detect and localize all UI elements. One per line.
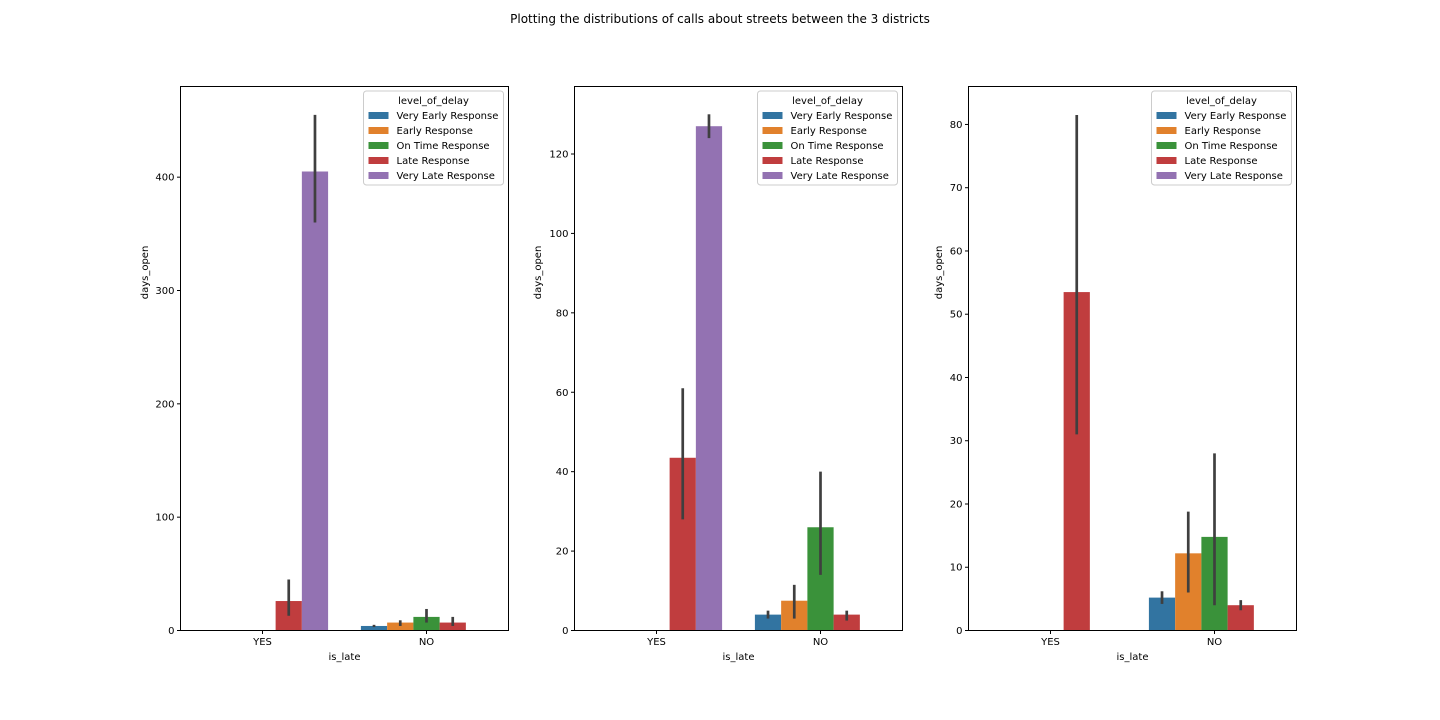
bar (413, 616, 440, 631)
legend-label: Late Response (1185, 156, 1258, 167)
axes-frame (968, 86, 1297, 631)
legend-label: Early Response (1185, 126, 1261, 137)
legend-swatch (368, 142, 389, 149)
x-tick-label: YES (646, 637, 666, 648)
y-tick-label: 400 (155, 173, 174, 184)
legend-swatch (762, 112, 783, 119)
legend-swatch (1156, 142, 1177, 149)
legend-swatch (1156, 127, 1177, 134)
y-tick-label: 20 (950, 499, 963, 510)
x-tick-label: YES (1040, 637, 1060, 648)
legend-label: Very Late Response (791, 171, 889, 182)
legend-label: Very Early Response (791, 111, 893, 122)
legend-swatch (368, 157, 389, 164)
y-tick-label: 300 (155, 286, 174, 297)
legend-swatch (368, 172, 389, 179)
legend-swatch (1156, 172, 1177, 179)
y-tick-label: 40 (556, 467, 569, 478)
y-tick-label: 80 (556, 308, 569, 319)
legend-title: level_of_delay (398, 96, 469, 107)
chart-panel-3: 0 10 20 30 40 50 60 70 80 YES NO is_late days_open le… (934, 86, 1297, 663)
legend-label: Early Response (397, 126, 473, 137)
x-tick-label: YES (252, 637, 272, 648)
y-axis-label: days_open (934, 246, 945, 300)
y-tick-label: 50 (950, 310, 963, 321)
legend-label: On Time Response (397, 141, 490, 152)
y-axis-label: days_open (533, 246, 544, 300)
legend-box (363, 90, 504, 186)
y-tick-label: 60 (950, 246, 963, 257)
legend-label: On Time Response (791, 141, 884, 152)
chart-panel-2: 0 20 40 60 80 100 120 YES NO is_late days_open leve… (533, 86, 903, 663)
legend-label: Very Early Response (1185, 111, 1287, 122)
legend-swatch (762, 157, 783, 164)
axes-frame (574, 86, 903, 631)
bar (754, 614, 782, 631)
legend-swatch (762, 127, 783, 134)
legend-swatch (762, 172, 783, 179)
y-tick-label: 200 (155, 399, 174, 410)
y-tick-label: 0 (168, 626, 174, 637)
x-axis-label: is_late (1117, 652, 1149, 663)
y-tick-label: 70 (950, 183, 963, 194)
legend-label: Very Late Response (1185, 171, 1283, 182)
y-tick-label: 120 (549, 150, 568, 161)
legend-label: On Time Response (1185, 141, 1278, 152)
bar (695, 126, 723, 631)
x-tick-label: NO (419, 637, 434, 648)
y-tick-label: 100 (155, 513, 174, 524)
bar (439, 622, 466, 631)
y-tick-label: 30 (950, 436, 963, 447)
legend-swatch (368, 112, 389, 119)
legend-box (1151, 90, 1292, 186)
figure-title: Plotting the distributions of calls abou… (510, 12, 930, 26)
axes-frame (180, 86, 509, 631)
bar (301, 171, 329, 631)
legend: level_of_delay Very Early Response Early R… (363, 90, 504, 186)
x-tick-label: NO (1207, 637, 1222, 648)
x-axis-label: is_late (723, 652, 755, 663)
bar (833, 614, 860, 631)
legend-label: Early Response (791, 126, 867, 137)
legend-title: level_of_delay (1186, 96, 1257, 107)
legend-label: Late Response (791, 156, 864, 167)
legend: level_of_delay Very Early Response Early R… (757, 90, 898, 186)
legend-box (757, 90, 898, 186)
legend-swatch (368, 127, 389, 134)
y-tick-label: 40 (950, 373, 963, 384)
y-tick-label: 100 (549, 229, 568, 240)
legend-title: level_of_delay (792, 96, 863, 107)
y-axis-label: days_open (140, 246, 151, 300)
y-tick-label: 60 (556, 388, 569, 399)
legend-swatch (1156, 112, 1177, 119)
x-axis-label: is_late (329, 652, 361, 663)
y-tick-label: 20 (556, 547, 569, 558)
bar (387, 622, 414, 631)
bar (360, 625, 388, 631)
legend: level_of_delay Very Early Response Early R… (1151, 90, 1292, 186)
chart-panel-1: 0 100 200 300 400 YES NO is_late days_open level_… (140, 86, 509, 663)
y-tick-label: 0 (956, 626, 962, 637)
legend-label: Very Early Response (397, 111, 499, 122)
legend-swatch (762, 142, 783, 149)
x-tick-label: NO (813, 637, 828, 648)
y-tick-label: 10 (950, 563, 963, 574)
legend-label: Late Response (397, 156, 470, 167)
legend-swatch (1156, 157, 1177, 164)
y-tick-label: 80 (950, 120, 963, 131)
legend-label: Very Late Response (397, 171, 495, 182)
y-tick-label: 0 (562, 626, 568, 637)
